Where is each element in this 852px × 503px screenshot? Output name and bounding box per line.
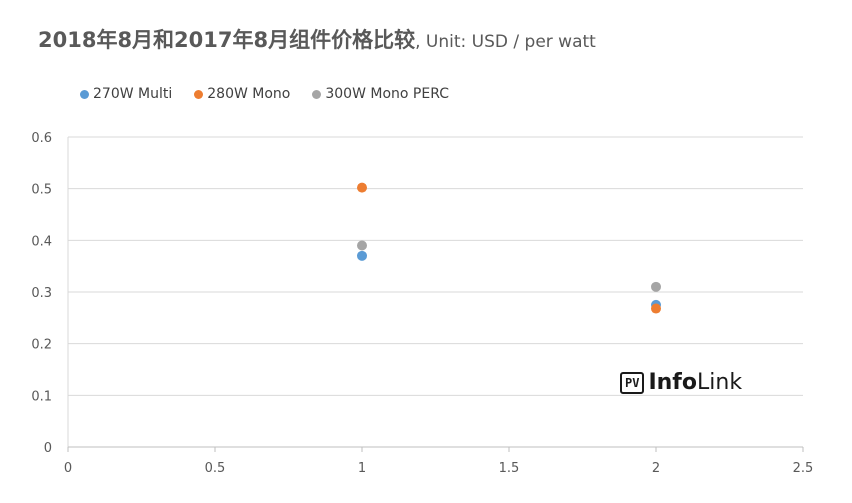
chart-title-unit: , Unit: USD / per watt (415, 32, 596, 52)
legend-item-270w-multi: 270W Multi (80, 86, 172, 102)
data-point-270w-multi-0 (357, 250, 367, 261)
data-point-300w-mono-perc-1 (651, 281, 661, 292)
chart-title: 2018年8月和2017年8月组件价格比较, Unit: USD / per w… (38, 24, 596, 54)
chart-legend: 270W Multi 280W Mono 300W Mono PERC (80, 86, 449, 102)
legend-item-280w-mono: 280W Mono (194, 86, 290, 102)
pv-infolink-logo: PV InfoLink (620, 370, 742, 395)
logo-wordmark-rest: Link (697, 370, 743, 395)
legend-marker (80, 89, 89, 99)
data-point-300w-mono-perc-0 (357, 240, 367, 251)
logo-wordmark-strong: Info (648, 370, 697, 395)
legend-label: 300W Mono PERC (325, 86, 450, 102)
y-tick-label: 0.2 (31, 338, 52, 353)
legend-label: 270W Multi (93, 86, 173, 102)
x-tick-label: 0 (64, 461, 72, 476)
x-tick-label: 2.5 (793, 461, 814, 476)
data-point-280w-mono-0 (357, 182, 367, 193)
legend-label: 280W Mono (207, 86, 291, 102)
legend-item-300w-mono-perc: 300W Mono PERC (312, 86, 449, 102)
y-tick-label: 0.3 (31, 286, 52, 301)
x-tick-label: 1 (358, 461, 366, 476)
x-tick-label: 2 (652, 461, 660, 476)
logo-badge: PV (620, 371, 645, 394)
y-tick-label: 0.4 (31, 234, 52, 249)
legend-marker (194, 89, 204, 99)
y-tick-label: 0.6 (31, 131, 52, 146)
y-tick-label: 0.5 (31, 183, 52, 198)
x-tick-label: 1.5 (499, 461, 520, 476)
chart-title-main: 2018年8月和2017年8月组件价格比较 (38, 28, 416, 52)
y-tick-label: 0.1 (31, 389, 52, 404)
data-point-280w-mono-1 (651, 303, 661, 314)
legend-marker (312, 89, 322, 99)
x-tick-label: 0.5 (205, 461, 226, 476)
logo-wordmark: InfoLink (648, 370, 742, 395)
y-tick-label: 0 (44, 441, 52, 456)
